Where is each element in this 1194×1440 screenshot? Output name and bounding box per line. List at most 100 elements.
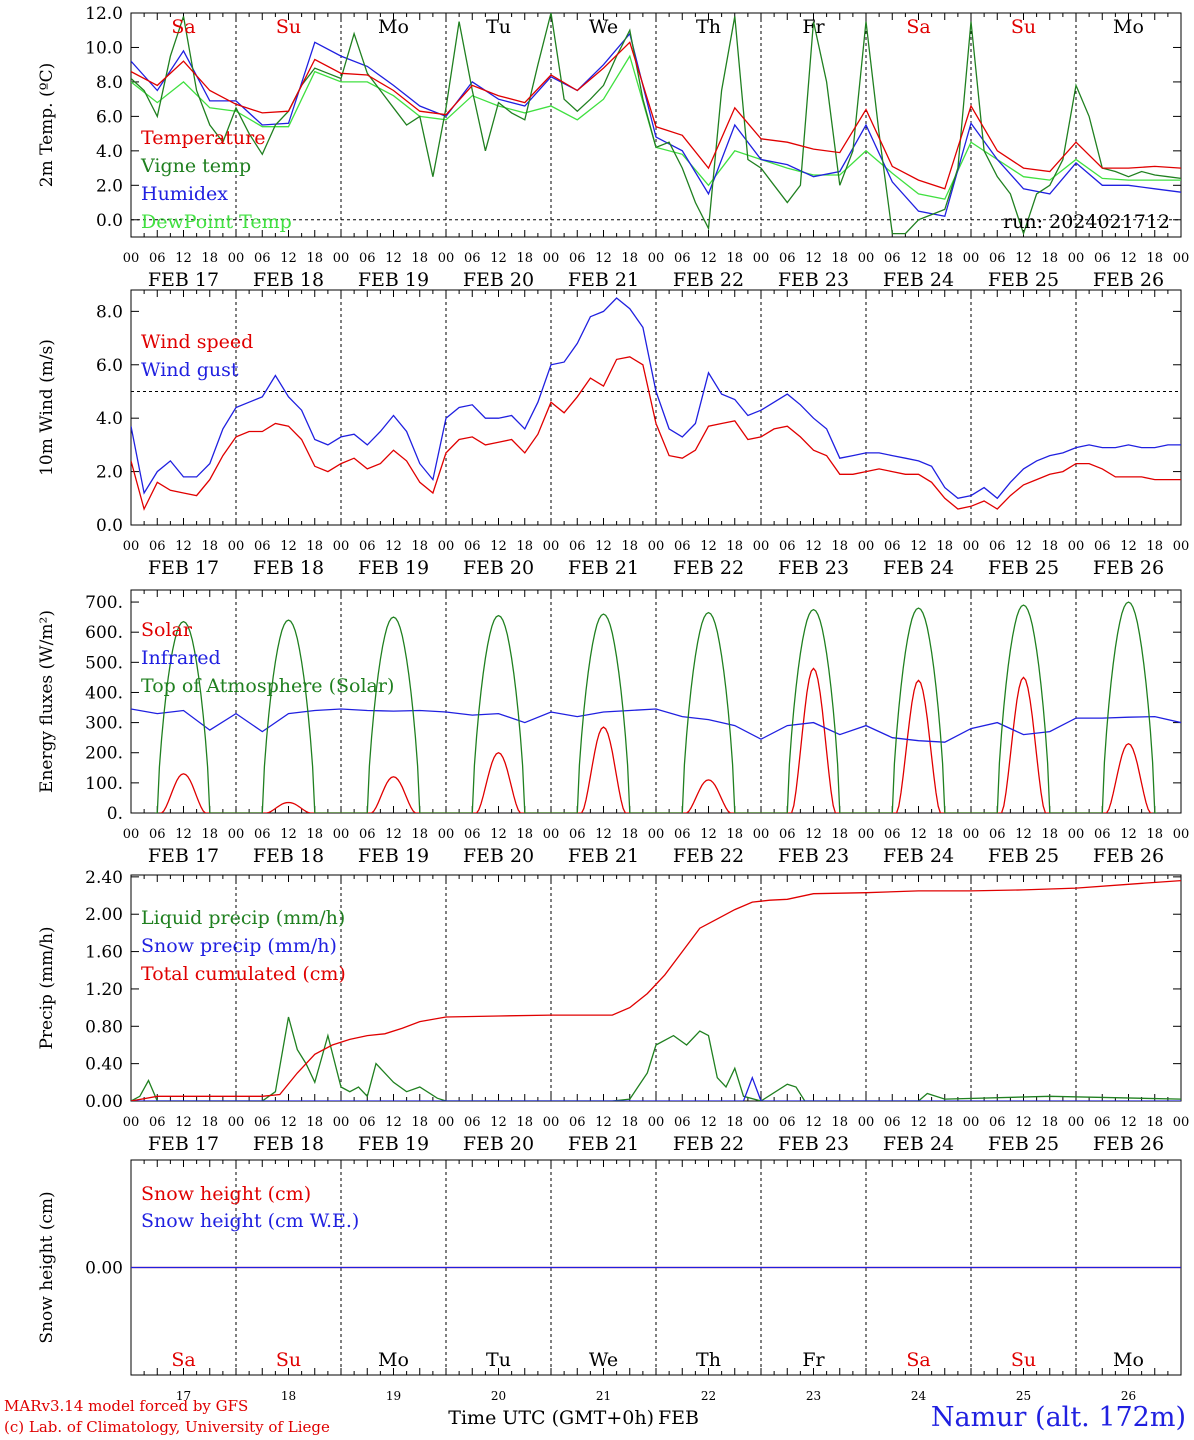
date-label: FEB 18 bbox=[253, 557, 324, 579]
hour-label: 18 bbox=[1041, 827, 1058, 842]
hour-label: 00 bbox=[963, 827, 980, 842]
weekday-label-bottom: Fr bbox=[802, 1349, 825, 1371]
weekday-label-top: Fr bbox=[802, 16, 825, 38]
weekday-label-top: Mo bbox=[378, 16, 409, 38]
y-tick-label: 0.80 bbox=[85, 1017, 123, 1037]
y-tick-label: 2.40 bbox=[85, 868, 123, 888]
panel-wind: 0.0 2.0 4.0 6.0 8.0 10m Wind (m/s) 00 06 12 18 FEB… bbox=[37, 289, 1190, 579]
weekday-label-bottom: Su bbox=[1011, 1349, 1036, 1371]
hour-label: 12 bbox=[595, 539, 612, 554]
day-number-label: 19 bbox=[386, 1389, 401, 1403]
hour-label: 18 bbox=[411, 1115, 428, 1130]
hour-label: 00 bbox=[1068, 827, 1085, 842]
panel-energy: 0. 100. 200. 300. 400. 500. 600. 700. Energy flu… bbox=[37, 589, 1189, 867]
hour-label: 00 bbox=[1068, 539, 1085, 554]
y-axis-label: 2m Temp. (ºC) bbox=[37, 63, 57, 188]
hour-label: 06 bbox=[1094, 251, 1111, 266]
hour-label: 06 bbox=[1094, 827, 1111, 842]
hour-label: 18 bbox=[1146, 1115, 1163, 1130]
hour-label: 00 bbox=[438, 827, 455, 842]
day-number-label: 24 bbox=[911, 1389, 927, 1403]
weekday-label-bottom: Mo bbox=[378, 1349, 409, 1371]
weekday-label-bottom: Su bbox=[276, 1349, 301, 1371]
hour-label: 00 bbox=[858, 827, 875, 842]
hour-label: 06 bbox=[779, 539, 796, 554]
station-label: Namur (alt. 172m) bbox=[930, 1402, 1186, 1433]
series-line-snow-precip-mm-h- bbox=[131, 1075, 1181, 1101]
hour-label: 06 bbox=[674, 539, 691, 554]
hour-label: 12 bbox=[1120, 251, 1137, 266]
y-axis-label: Snow height (cm) bbox=[37, 1191, 57, 1343]
y-axis-label: Precip (mm/h) bbox=[37, 926, 57, 1049]
hour-label: 12 bbox=[595, 1115, 612, 1130]
run-label: run: 2024021712 bbox=[1003, 211, 1170, 233]
plot-frame bbox=[130, 589, 1182, 814]
hour-label: 18 bbox=[831, 1115, 848, 1130]
y-tick-label: 0.0 bbox=[96, 516, 123, 536]
hour-label: 00 bbox=[648, 539, 665, 554]
hour-label: 06 bbox=[1094, 1115, 1111, 1130]
hour-label: 18 bbox=[1041, 251, 1058, 266]
day-number-label: 17 bbox=[176, 1389, 191, 1403]
date-label: FEB 19 bbox=[358, 1133, 429, 1155]
hour-label: 12 bbox=[280, 1115, 297, 1130]
date-label: FEB 24 bbox=[883, 845, 954, 867]
hour-label: 12 bbox=[175, 827, 192, 842]
hour-label: 06 bbox=[254, 827, 271, 842]
hour-label: 12 bbox=[700, 827, 717, 842]
y-tick-label: 600. bbox=[85, 623, 123, 643]
hour-label: 06 bbox=[254, 1115, 271, 1130]
hour-label: 18 bbox=[516, 251, 533, 266]
hour-label: 12 bbox=[385, 827, 402, 842]
hour-label: 12 bbox=[700, 251, 717, 266]
legend-entry: Top of Atmosphere (Solar) bbox=[141, 675, 394, 697]
hour-label: 12 bbox=[385, 251, 402, 266]
hour-label: 12 bbox=[490, 539, 507, 554]
weekday-label-top: Su bbox=[1011, 16, 1036, 38]
hour-label: 06 bbox=[674, 1115, 691, 1130]
hour-label: 12 bbox=[280, 827, 297, 842]
date-label: FEB 20 bbox=[463, 845, 534, 867]
hour-label: 12 bbox=[385, 539, 402, 554]
hour-label: 12 bbox=[280, 539, 297, 554]
x-axis-label: Time UTC (GMT+0h) bbox=[448, 1407, 654, 1429]
y-tick-label: 1.20 bbox=[85, 980, 123, 1000]
series-line-wind-speed bbox=[131, 356, 1181, 511]
weekday-label-top: We bbox=[589, 16, 618, 38]
hour-label: 12 bbox=[1015, 539, 1032, 554]
hour-label: 18 bbox=[516, 827, 533, 842]
date-label: FEB 25 bbox=[988, 269, 1059, 291]
hour-label: 12 bbox=[175, 251, 192, 266]
hour-label: 12 bbox=[910, 1115, 927, 1130]
hour-label: 06 bbox=[884, 827, 901, 842]
date-label: FEB 18 bbox=[253, 845, 324, 867]
hour-label: 06 bbox=[254, 251, 271, 266]
weekday-label-top: Tu bbox=[486, 16, 511, 38]
date-label: FEB 21 bbox=[568, 845, 639, 867]
y-axis-label: Energy fluxes (W/m²) bbox=[37, 610, 57, 793]
hour-label: 12 bbox=[910, 539, 927, 554]
hour-label: 12 bbox=[490, 251, 507, 266]
hour-label: 12 bbox=[490, 827, 507, 842]
hour-label: 06 bbox=[359, 1115, 376, 1130]
hour-label: 06 bbox=[989, 539, 1006, 554]
hour-label: 12 bbox=[1015, 827, 1032, 842]
date-label: FEB 20 bbox=[463, 269, 534, 291]
hour-label: 18 bbox=[1146, 539, 1163, 554]
hour-label: 18 bbox=[306, 539, 323, 554]
hour-label: 12 bbox=[700, 539, 717, 554]
date-label: FEB 17 bbox=[148, 557, 219, 579]
hour-label: 12 bbox=[910, 251, 927, 266]
hour-label: 18 bbox=[411, 539, 428, 554]
hour-label: 18 bbox=[936, 251, 953, 266]
weekday-label-bottom: Th bbox=[696, 1349, 721, 1371]
hour-label: 00 bbox=[1173, 539, 1190, 554]
date-label: FEB 18 bbox=[253, 1133, 324, 1155]
date-label: FEB 18 bbox=[253, 269, 324, 291]
hour-label: 18 bbox=[306, 1115, 323, 1130]
series-line-vigne-temp bbox=[131, 13, 1181, 236]
day-number-label: 26 bbox=[1121, 1389, 1136, 1403]
weekday-label-bottom: We bbox=[589, 1349, 618, 1371]
date-label: FEB 21 bbox=[568, 269, 639, 291]
hour-label: 00 bbox=[1068, 251, 1085, 266]
